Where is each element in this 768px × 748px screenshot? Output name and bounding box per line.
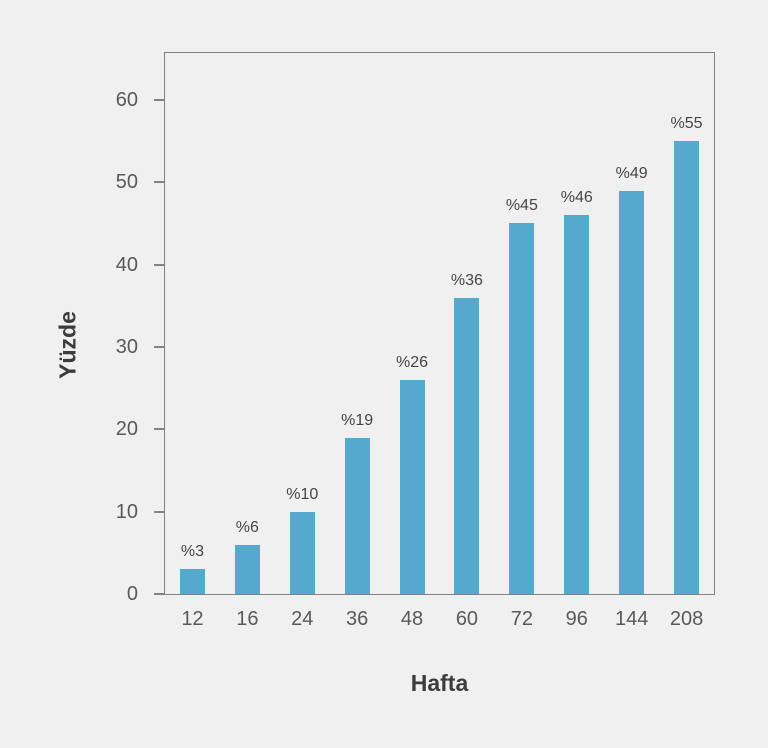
y-tick-label: 0 — [126, 583, 138, 605]
x-tick-label: 144 — [614, 608, 649, 630]
x-tick-label: 48 — [400, 608, 424, 630]
y-tick-label: 60 — [115, 88, 138, 111]
y-tick-mark — [154, 263, 164, 266]
bar-value-label: %26 — [396, 353, 429, 371]
bar-value-label: %10 — [286, 485, 319, 503]
x-tick-label: 16 — [236, 608, 259, 630]
x-tick-label: 36 — [346, 608, 369, 630]
bar — [619, 190, 645, 594]
x-tick-label: 12 — [181, 608, 204, 630]
bar-value-label: %45 — [505, 197, 538, 215]
bar-value-label: %19 — [341, 411, 374, 429]
bar — [509, 223, 535, 594]
y-tick-label: 40 — [115, 253, 138, 276]
bar — [674, 141, 700, 594]
x-axis-title: Hafta — [410, 670, 469, 696]
y-tick-label: 30 — [115, 335, 138, 358]
bar — [564, 215, 590, 594]
y-tick-mark — [154, 98, 164, 101]
y-tick-label: 10 — [115, 500, 138, 523]
x-tick-label: 24 — [291, 608, 314, 630]
y-tick-label: 20 — [115, 418, 138, 441]
bar-value-label: %55 — [670, 115, 703, 133]
y-tick-mark — [154, 181, 164, 184]
x-tick-label: 96 — [565, 608, 588, 630]
x-tick-label: 72 — [510, 608, 533, 630]
x-tick-label: 208 — [669, 608, 704, 630]
y-tick-label: 50 — [115, 171, 138, 194]
y-tick-mark — [154, 428, 164, 431]
bar-value-label: %3 — [180, 543, 204, 561]
plot-area: Hafta 0 10 20 30 40 50 60 %3 12 %6 16 %10 24 %19 36 %26… — [116, 52, 715, 696]
bar-value-label: %6 — [235, 518, 259, 536]
bar — [399, 379, 425, 594]
bar — [234, 544, 260, 594]
y-tick-mark — [154, 510, 164, 513]
bar — [454, 297, 480, 594]
y-tick-mark — [154, 345, 164, 348]
bar-value-label: %36 — [450, 271, 483, 289]
y-tick-mark — [154, 593, 164, 595]
bar — [179, 569, 205, 594]
bar — [344, 437, 370, 594]
bar-value-label: %46 — [560, 189, 593, 207]
bar-value-label: %49 — [615, 164, 648, 182]
x-tick-label: 60 — [455, 608, 479, 630]
bar — [289, 511, 315, 594]
